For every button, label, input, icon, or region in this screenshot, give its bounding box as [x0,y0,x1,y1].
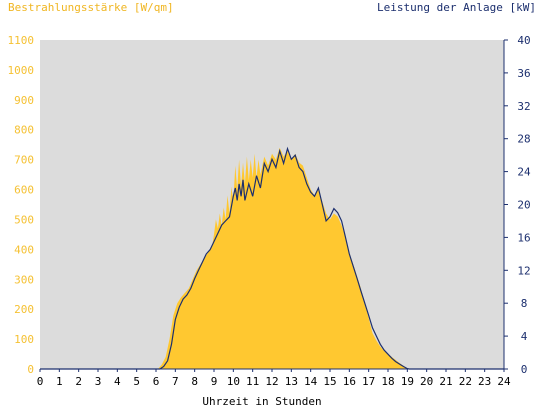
left-y-tick-label: 0 [27,363,34,376]
right-y-tick-label: 40 [517,34,530,47]
x-tick-label: 5 [133,375,140,388]
x-tick-label: 17 [362,375,375,388]
x-tick-label: 1 [56,375,63,388]
right-y-tick-label: 24 [517,166,531,179]
x-tick-label: 11 [246,375,259,388]
right-y-tick-label: 32 [517,100,530,113]
x-tick-label: 9 [211,375,218,388]
x-tick-label: 13 [285,375,298,388]
right-y-tick-label: 16 [517,231,530,244]
right-y-tick-label: 8 [521,297,528,310]
x-tick-label: 12 [265,375,278,388]
right-y-tick-label: 20 [517,199,530,212]
left-y-tick-label: 400 [14,243,34,256]
left-y-tick-label: 700 [14,154,34,167]
x-tick-label: 23 [478,375,491,388]
right-axis-title: Leistung der Anlage [kW] [377,1,536,14]
x-tick-label: 15 [323,375,336,388]
left-y-tick-label: 900 [14,94,34,107]
right-y-tick-label: 0 [521,363,528,376]
x-tick-label: 6 [153,375,160,388]
power-line [40,146,504,370]
x-tick-label: 10 [227,375,240,388]
right-y-tick-label: 4 [521,330,528,343]
tick-labels: 0 1 2 3 4 5 6 7 8 9 10 11 12 13 14 15 16 17 18 19 20 21 22 23 24… [8,34,531,388]
x-tick-label: 7 [172,375,179,388]
left-y-tick-label: 500 [14,213,34,226]
x-axis-title: Uhrzeit in Stunden [202,395,321,408]
x-tick-label: 14 [304,375,318,388]
right-y-tick-label: 36 [517,67,530,80]
right-y-tick-label: 12 [517,264,530,277]
left-axis-title: Bestrahlungsstärke [W/qm] [8,1,174,14]
x-tick-label: 16 [343,375,356,388]
left-y-tick-label: 800 [14,124,34,137]
left-y-tick-label: 600 [14,184,34,197]
irradiance-area [40,147,504,369]
left-y-tick-label: 100 [14,333,34,346]
left-y-tick-label: 200 [14,303,34,316]
x-tick-label: 8 [191,375,198,388]
x-tick-label: 20 [420,375,433,388]
x-tick-label: 21 [439,375,452,388]
series-layer [40,146,504,370]
left-y-tick-label: 300 [14,273,34,286]
right-y-tick-label: 28 [517,133,530,146]
x-tick-label: 19 [401,375,414,388]
left-y-tick-label: 1000 [8,64,35,77]
left-y-tick-label: 1100 [8,34,35,47]
x-tick-label: 18 [381,375,394,388]
x-tick-label: 3 [95,375,102,388]
axes-layer [39,39,508,372]
x-tick-label: 2 [75,375,82,388]
x-tick-label: 24 [497,375,511,388]
x-tick-label: 0 [37,375,44,388]
x-tick-label: 4 [114,375,121,388]
x-tick-label: 22 [459,375,472,388]
